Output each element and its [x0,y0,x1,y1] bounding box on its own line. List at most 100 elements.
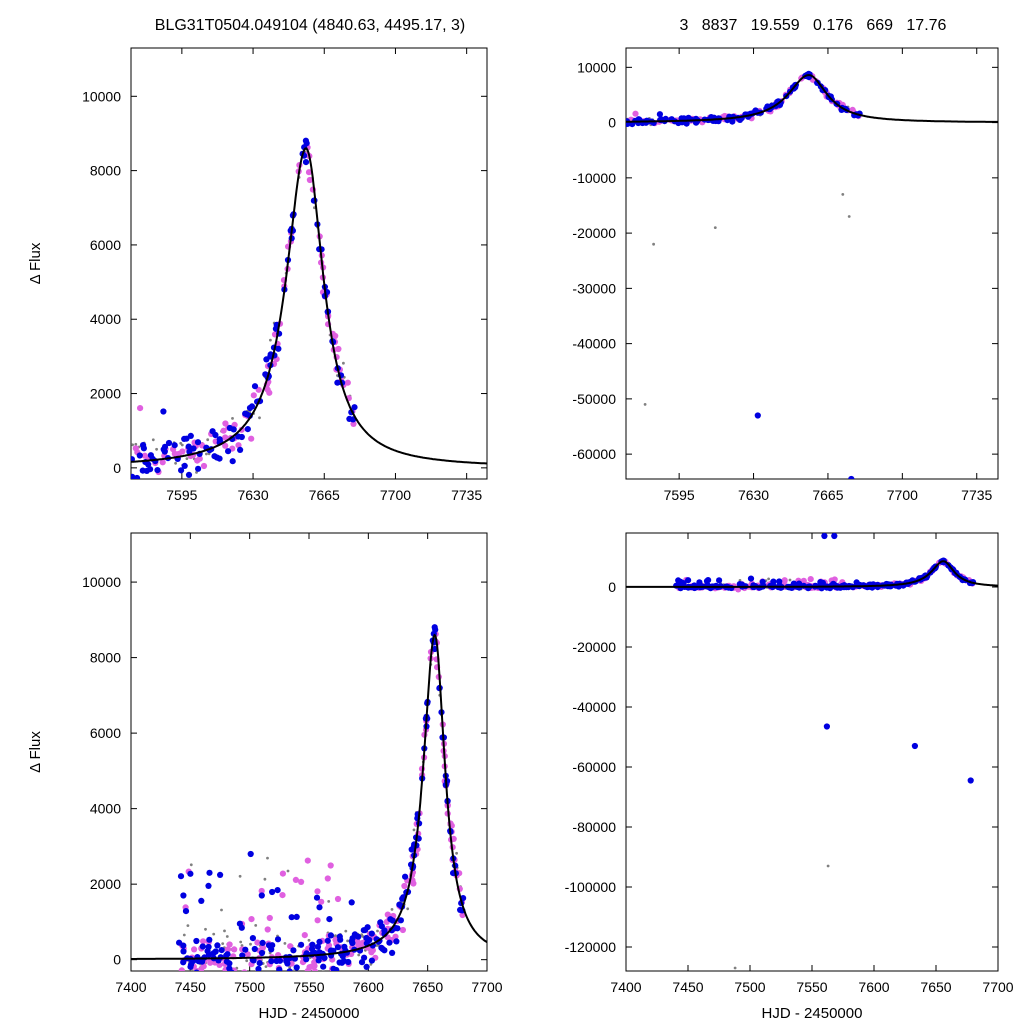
outlier-point [841,193,845,196]
data-point [284,960,291,967]
y-tick-label: -50000 [572,391,616,407]
data-point [376,929,379,933]
data-point [209,428,216,435]
y-tick-label: -100000 [565,879,617,895]
data-point [410,880,417,887]
data-point [293,964,300,971]
data-point [350,420,357,427]
data-point [399,895,406,902]
data-point [275,345,282,352]
data-point [140,442,147,449]
data-point [335,345,342,353]
data-point [455,851,458,855]
y-tick-label: -20000 [572,225,616,241]
data-point [206,869,213,876]
data-point [368,957,375,964]
y-axis-label: Δ Flux [27,242,44,284]
data-point [229,458,236,465]
y-axis-label: Δ Flux [27,731,44,773]
data-point [363,963,370,971]
data-point [685,577,692,584]
x-tick-label: 7600 [858,979,889,995]
data-point [178,467,185,474]
data-point [222,442,229,449]
data-point [159,459,166,466]
outlier-point [652,242,655,246]
data-point [244,426,251,433]
data-point [174,461,178,465]
data-point [235,442,242,449]
data-point [231,417,234,420]
x-tick-label: 7700 [982,979,1013,995]
outlier-point [911,742,919,750]
data-point [263,877,267,881]
data-point [307,938,311,942]
data-point [334,934,337,938]
data-point [180,959,187,966]
data-point [348,899,355,906]
outlier-point [821,533,828,540]
data-point [767,577,770,581]
data-point [178,967,185,971]
data-point [283,942,287,945]
data-point [364,924,371,931]
data-point [255,965,262,971]
data-point [137,405,144,412]
outlier-point [831,533,838,540]
data-point [251,383,259,390]
data-point [412,828,416,832]
data-point [230,426,237,433]
data-point [134,442,138,446]
data-point [279,870,286,877]
y-tick-label: 8000 [90,163,121,179]
data-point [632,110,639,117]
x-tick-label: 7595 [664,487,695,503]
y-tick-label: -20000 [572,639,616,655]
data-point [248,435,255,442]
data-point [269,338,272,342]
panel-bottom-right: 0 -20000 -40000 -60000 -80000 -100000 -120000 7… [565,532,1014,1022]
data-point [224,951,231,958]
y-tick-label: -40000 [572,336,616,352]
data-point [286,869,290,873]
data-point [258,892,265,899]
data-point [316,904,323,911]
data-point [716,577,723,584]
plot-area [626,533,998,970]
data-point [220,427,227,434]
data-point [288,914,295,921]
data-point [311,968,319,971]
data-point [258,949,266,957]
data-point [324,875,331,882]
data-point [225,935,229,938]
panel-top-left: 0 2000 4000 6000 8000 10000 7595 7630 7665 7700 77… [27,47,488,503]
data-point [384,911,391,918]
data-point [351,404,358,411]
data-point [259,939,266,947]
data-point [180,443,184,447]
data-point [187,963,194,970]
data-point [186,924,190,927]
data-point [334,895,342,903]
x-tick-label: 7450 [175,979,206,995]
data-point [189,863,193,867]
x-tick-label: 7630 [738,487,769,503]
x-tick-label: 7650 [920,979,951,995]
data-point [206,438,210,442]
y-tick-label: -40000 [572,699,616,715]
y-tick-label: 4000 [90,311,121,327]
data-point [213,973,219,979]
data-point [181,462,188,469]
data-point [305,169,313,176]
y-tick-label: -10000 [572,170,616,186]
data-point [143,467,150,474]
data-point [254,939,261,946]
data-point [759,578,766,586]
outlier-point [848,475,855,479]
x-tick-label: 7650 [412,979,443,995]
data-point [389,949,396,957]
data-point [345,972,348,975]
x-tick-label: 7735 [961,487,992,503]
data-point [368,949,375,956]
